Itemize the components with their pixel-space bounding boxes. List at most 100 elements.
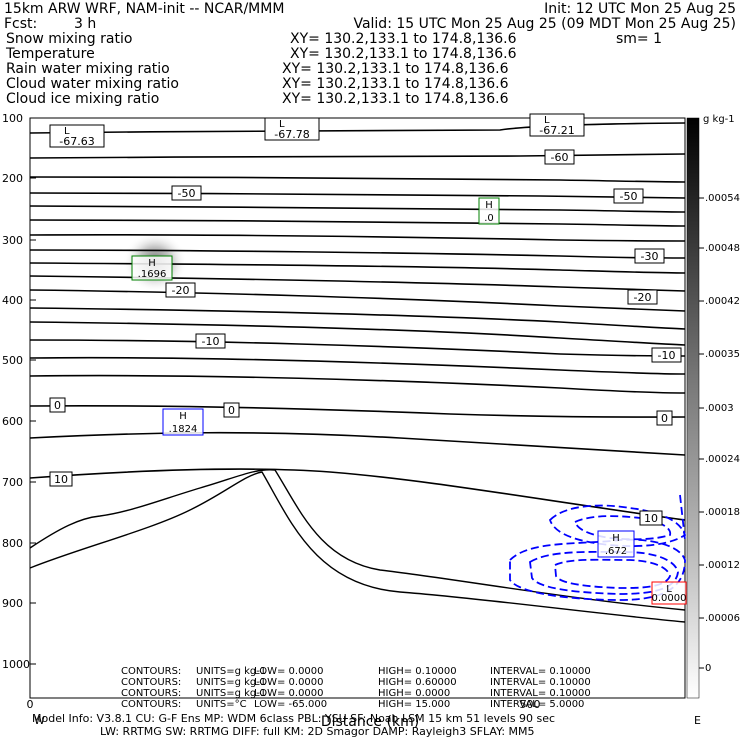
extremum-marker: H.1696 xyxy=(131,255,173,281)
x-tick-0: 0 xyxy=(27,698,34,711)
svg-text:0: 0 xyxy=(661,412,668,425)
colorbar-tick-label: .00012 xyxy=(705,560,740,571)
isotherm-label: -50 xyxy=(613,188,644,204)
y-tick-label: 600 xyxy=(2,415,23,428)
y-tick-label: 900 xyxy=(2,597,23,610)
isotherm-label: 0 xyxy=(656,410,673,426)
y-axis-ticks: 100 200 300 400 500 600 700 800 900 1000 xyxy=(2,112,36,671)
svg-text:HIGH= 0.60000: HIGH= 0.60000 xyxy=(378,677,457,688)
svg-text:CONTOURS:: CONTOURS: xyxy=(121,699,181,710)
isotherm-label: 10 xyxy=(639,510,663,526)
svg-text:0.0000: 0.0000 xyxy=(652,593,687,604)
svg-text:-67.78: -67.78 xyxy=(274,128,309,141)
y-tick-label: 700 xyxy=(2,476,23,489)
colorbar-tick-label: .00054 xyxy=(705,193,740,204)
init-time: Init: 12 UTC Mon 25 Aug 25 xyxy=(544,1,736,17)
low-marker: L-67.63 xyxy=(49,124,105,148)
y-tick-label: 100 xyxy=(2,112,23,125)
colorbar-tick-label: .00018 xyxy=(705,507,740,518)
svg-text:10: 10 xyxy=(644,512,658,525)
field-xy: XY= 130.2,133.1 to 174.8,136.6 xyxy=(290,46,517,62)
svg-text:-67.21: -67.21 xyxy=(539,124,574,137)
field-list: Snow mixing ratio XY= 130.2,133.1 to 174.… xyxy=(5,31,662,107)
svg-text:LOW= -65.000: LOW= -65.000 xyxy=(254,699,327,710)
extremum-marker: H .0 xyxy=(478,197,500,225)
svg-text:UNITS=g kg-1: UNITS=g kg-1 xyxy=(196,677,266,688)
field-row: Cloud ice mixing ratio XY= 130.2,133.1 to… xyxy=(6,91,509,107)
field-name: Rain water mixing ratio xyxy=(6,61,170,77)
fcst-label: Fcst: xyxy=(4,16,37,32)
svg-text:H: H xyxy=(148,258,156,269)
svg-text:-60: -60 xyxy=(551,151,569,164)
svg-text:HIGH= 0.0000: HIGH= 0.0000 xyxy=(378,688,450,699)
svg-text:0: 0 xyxy=(228,404,235,417)
extremum-marker: H .1824 xyxy=(162,408,204,436)
isotherm-label: -10 xyxy=(195,333,226,349)
svg-text:-20: -20 xyxy=(172,284,190,297)
low-marker: L-67.78 xyxy=(264,117,320,141)
svg-text:HIGH= 0.10000: HIGH= 0.10000 xyxy=(378,666,457,677)
svg-text:-10: -10 xyxy=(202,335,220,348)
y-tick-label: 300 xyxy=(2,234,23,247)
colorbar xyxy=(686,117,700,699)
svg-text:LOW= 0.0000: LOW= 0.0000 xyxy=(254,677,324,688)
extremum-marker: L0.0000 xyxy=(651,581,687,605)
isotherm-label: -30 xyxy=(634,248,665,264)
svg-text:UNITS=g kg-1: UNITS=g kg-1 xyxy=(196,666,266,677)
colorbar-units: g kg-1 xyxy=(703,114,735,125)
y-tick-label: 500 xyxy=(2,354,23,367)
fcst-value: 3 h xyxy=(74,16,96,32)
isotherm-label: -10 xyxy=(651,347,682,363)
west-label: W xyxy=(34,714,45,727)
svg-text:UNITS=g kg-1: UNITS=g kg-1 xyxy=(196,688,266,699)
isotherm-label: 0 xyxy=(49,397,66,413)
field-extra: sm= 1 xyxy=(616,31,662,47)
svg-text:CONTOURS:: CONTOURS: xyxy=(121,688,181,699)
isotherm-label: -60 xyxy=(544,149,575,165)
svg-text:-67.63: -67.63 xyxy=(59,135,94,148)
field-row: Snow mixing ratio XY= 130.2,133.1 to 174.… xyxy=(6,31,662,47)
svg-text:10: 10 xyxy=(54,473,68,486)
y-tick-label: 400 xyxy=(2,294,23,307)
model-info-line1: Model Info: V3.8.1 CU: G-F Ens MP: WDM 6… xyxy=(32,712,555,725)
colorbar-tick-label: 0 xyxy=(705,663,711,674)
svg-text:.672: .672 xyxy=(605,546,627,557)
svg-text:L: L xyxy=(666,584,672,595)
svg-text:H: H xyxy=(612,533,620,544)
header: 15km ARW WRF, NAM-init -- NCAR/MMM Init:… xyxy=(4,1,736,107)
isotherm-labels: L-67.63L-67.78L-67.21-60-50 -50-30-20-20-… xyxy=(49,113,682,526)
x-tick-500: 500 xyxy=(520,698,541,711)
isotherm-label: 10 xyxy=(49,471,73,487)
field-row: Cloud water mixing ratio XY= 130.2,133.1 … xyxy=(6,76,509,92)
svg-text:-50: -50 xyxy=(620,190,638,203)
y-tick-label: 200 xyxy=(2,172,23,185)
field-name: Snow mixing ratio xyxy=(6,31,132,47)
low-marker: L-67.21 xyxy=(529,113,585,137)
colorbar-tick-label: .0003 xyxy=(705,403,734,414)
field-name: Temperature xyxy=(5,46,95,62)
svg-text:INTERVAL= 0.10000: INTERVAL= 0.10000 xyxy=(490,666,591,677)
svg-text:.1824: .1824 xyxy=(169,424,198,435)
plot-frame xyxy=(29,117,686,699)
cloud-water-contours xyxy=(509,494,687,601)
colorbar-tick-label: .00048 xyxy=(705,243,740,254)
isotherm-label: -20 xyxy=(627,289,658,305)
svg-text:INTERVAL= 0.10000: INTERVAL= 0.10000 xyxy=(490,677,591,688)
x-axis-title: Distance (km) xyxy=(321,714,419,730)
valid-time: Valid: 15 UTC Mon 25 Aug 25 (09 MDT Mon … xyxy=(353,16,736,32)
svg-text:L: L xyxy=(544,115,550,126)
extrema-markers: H.1696 H.0 H .1824 H .672 L0.0000 xyxy=(131,197,687,605)
isotherm-label: 0 xyxy=(223,402,240,418)
model-info-line2: LW: RRTMG SW: RRTMG DIFF: full KM: 2D Sm… xyxy=(100,725,535,738)
svg-text:INTERVAL= 5.0000: INTERVAL= 5.0000 xyxy=(490,699,584,710)
contour-info-row: CONTOURS: UNITS=°C LOW= -65.000 HIGH= 15.00… xyxy=(121,699,584,710)
svg-text:-50: -50 xyxy=(178,187,196,200)
svg-text:H: H xyxy=(179,411,187,422)
field-xy: XY= 130.2,133.1 to 174.8,136.6 xyxy=(282,61,509,77)
field-name: Cloud ice mixing ratio xyxy=(6,91,159,107)
